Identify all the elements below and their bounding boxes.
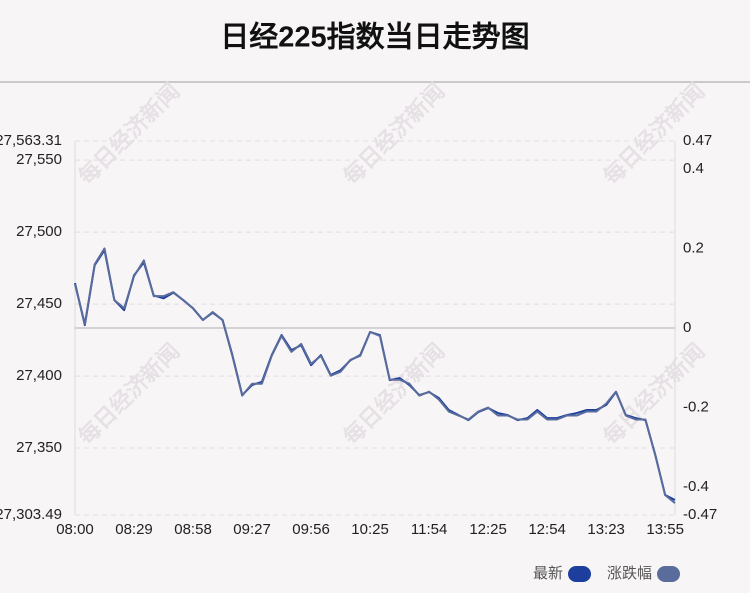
y-tick-label: 27,350 bbox=[16, 439, 62, 456]
y-tick-label: 27,500 bbox=[16, 223, 62, 240]
x-tick-label: 13:23 bbox=[587, 521, 625, 538]
x-tick-label: 08:29 bbox=[115, 521, 153, 538]
y2-tick-label: 0.47 bbox=[683, 132, 712, 149]
y2-tick-label: 0 bbox=[683, 319, 691, 336]
x-tick-label: 13:55 bbox=[646, 521, 684, 538]
y-tick-label: 27,550 bbox=[16, 151, 62, 168]
series-line bbox=[74, 247, 676, 504]
legend-swatch bbox=[657, 566, 681, 582]
legend-label: 涨跌幅 bbox=[607, 565, 652, 582]
chart-title: 日经225指数当日走势图 bbox=[220, 20, 529, 54]
x-tick-label: 09:27 bbox=[233, 521, 271, 538]
y2-tick-label: -0.4 bbox=[683, 478, 709, 495]
x-tick-label: 09:56 bbox=[292, 521, 330, 538]
y2-tick-label: 0.2 bbox=[683, 239, 704, 256]
legend-label: 最新 bbox=[533, 565, 563, 582]
x-tick-label: 11:54 bbox=[411, 521, 447, 538]
y-tick-label: 27,400 bbox=[16, 367, 62, 384]
y-tick-label: 27,303.49 bbox=[0, 506, 62, 523]
x-tick-label: 12:25 bbox=[469, 521, 507, 538]
y2-tick-label: -0.2 bbox=[683, 399, 709, 416]
legend-swatch bbox=[568, 566, 592, 582]
x-tick-label: 12:54 bbox=[528, 521, 566, 538]
x-tick-label: 10:25 bbox=[351, 521, 389, 538]
y2-tick-label: -0.47 bbox=[683, 506, 717, 523]
y2-tick-label: 0.4 bbox=[683, 160, 704, 177]
y-tick-label: 27,563.31 bbox=[0, 132, 62, 149]
x-tick-label: 08:58 bbox=[174, 521, 212, 538]
y-tick-label: 27,450 bbox=[16, 295, 62, 312]
x-tick-label: 08:00 bbox=[56, 521, 94, 538]
